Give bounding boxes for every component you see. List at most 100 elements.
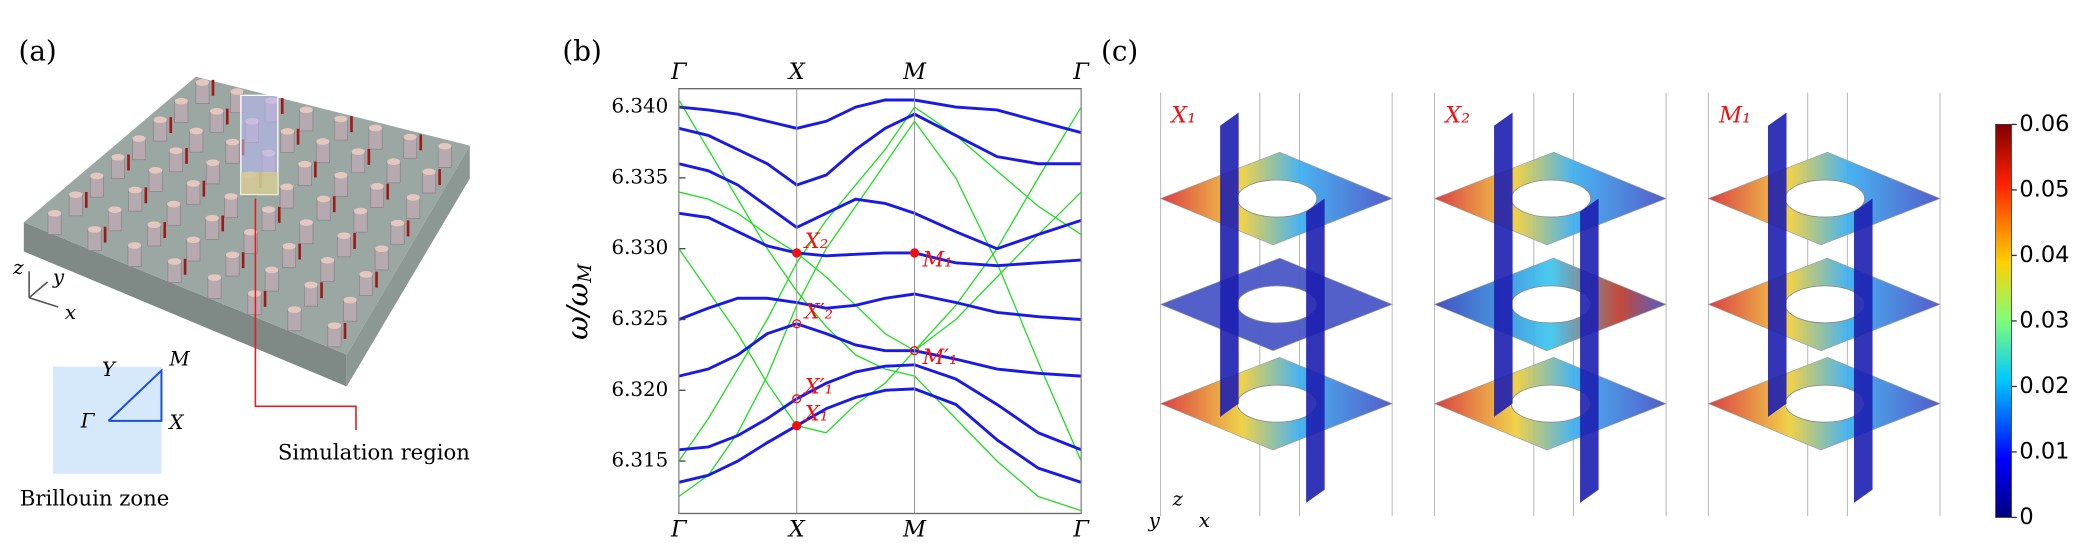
pillar-top bbox=[243, 228, 258, 236]
y-label-sub: M bbox=[575, 263, 596, 284]
mode-label: X₂ bbox=[803, 228, 829, 253]
x-tick-label: Γ bbox=[670, 59, 688, 85]
pillar-top bbox=[262, 206, 276, 213]
pillar-top bbox=[207, 274, 222, 281]
pillar-top bbox=[438, 142, 452, 150]
pillar-top bbox=[230, 88, 244, 95]
pillar-top bbox=[353, 207, 368, 215]
mode-point bbox=[792, 319, 802, 329]
x-tick-label: Γ bbox=[1072, 517, 1090, 543]
field-label: X₂ bbox=[1443, 102, 1470, 128]
pillar-top bbox=[304, 281, 318, 289]
pillar-top bbox=[186, 180, 200, 187]
y-tick-label: 6.320 bbox=[611, 378, 668, 401]
panel-c: X₁ X₂ M₁ yzx 0 0.01 0.02 0.03 0.04 0.05 0.06 bbox=[1148, 92, 2069, 532]
y-label-main: ω/ω bbox=[561, 283, 595, 340]
mode-label: M′₁ bbox=[921, 344, 957, 369]
colorbar-label: 0 bbox=[2019, 504, 2033, 530]
pillar-top bbox=[111, 153, 125, 161]
band-line bbox=[678, 120, 1082, 498]
field-slab bbox=[1767, 112, 1787, 417]
pillar-top bbox=[351, 148, 365, 155]
pillar-top bbox=[205, 214, 219, 222]
field-slab bbox=[1220, 112, 1239, 417]
pillar-top bbox=[225, 251, 240, 259]
band-line bbox=[678, 292, 1082, 321]
pillar-top bbox=[282, 242, 296, 250]
pillar-top bbox=[320, 257, 335, 264]
field-hole bbox=[1510, 285, 1592, 324]
field-hole bbox=[1784, 285, 1865, 324]
bz-point: M bbox=[168, 347, 190, 370]
mode-label: X₁ bbox=[803, 401, 829, 426]
band-line bbox=[678, 112, 1082, 187]
panel-b: ω/ωM 6.3156.3206.3256.3306.3356.340ΓΓXXM… bbox=[561, 59, 1091, 543]
field-slab bbox=[1580, 198, 1599, 503]
y-tick-label: 6.335 bbox=[611, 165, 668, 188]
caption: Simulation region bbox=[278, 439, 470, 464]
pillar-top bbox=[132, 135, 146, 142]
callout-line bbox=[254, 198, 357, 431]
panel-label: (a) bbox=[19, 34, 57, 67]
y-label: ω/ωM bbox=[561, 263, 597, 340]
pillar-top bbox=[147, 221, 161, 229]
mode-label: X′₁ bbox=[803, 374, 833, 399]
pillar-top bbox=[169, 147, 183, 154]
pillar-top bbox=[280, 128, 295, 135]
axis-letter: y bbox=[1148, 509, 1161, 532]
colorbar-label: 0.06 bbox=[2019, 111, 2069, 137]
y-tick-label: 6.340 bbox=[611, 95, 668, 118]
pillar-top bbox=[167, 258, 182, 265]
field-hole bbox=[1236, 384, 1318, 423]
band-line bbox=[678, 322, 1082, 378]
field-hole bbox=[1236, 179, 1318, 218]
x-tick-label: Γ bbox=[670, 517, 688, 543]
pillar-top bbox=[128, 186, 142, 194]
panel-label: (b) bbox=[562, 34, 601, 67]
band-line bbox=[678, 106, 1082, 462]
pillar-top bbox=[287, 306, 302, 313]
mode-label: X′₂ bbox=[803, 299, 833, 324]
axis-letter: x bbox=[1199, 509, 1210, 532]
pillar-top bbox=[224, 193, 238, 200]
pillar-top bbox=[186, 236, 200, 244]
band-line bbox=[678, 363, 1082, 452]
pillar-top bbox=[225, 138, 240, 146]
pillar-top bbox=[343, 296, 357, 304]
field-hole bbox=[1236, 285, 1318, 324]
band-line bbox=[678, 211, 1082, 268]
band-line bbox=[678, 99, 1082, 512]
pillar-top bbox=[337, 232, 351, 239]
mode-point bbox=[909, 248, 920, 258]
pillar-top bbox=[299, 106, 313, 114]
axes-triad bbox=[28, 271, 59, 308]
band-line bbox=[678, 191, 1082, 352]
field-hole bbox=[1784, 179, 1865, 218]
pillar-top bbox=[406, 194, 420, 201]
pillar-top bbox=[153, 116, 167, 124]
pillar-top bbox=[370, 183, 384, 190]
colorbar bbox=[1995, 124, 2012, 518]
field-hole bbox=[1784, 384, 1865, 423]
pillar-top bbox=[316, 138, 330, 145]
axis-letter: z bbox=[1171, 488, 1183, 511]
colorbar-label: 0.01 bbox=[2019, 438, 2069, 464]
x-tick-label: M bbox=[902, 517, 927, 543]
mode-point bbox=[909, 346, 920, 356]
field-slab bbox=[1494, 112, 1513, 417]
pillar-top bbox=[148, 167, 163, 174]
panel-a: Simulation region z y x Y M Γ X Brilloui… bbox=[12, 76, 470, 511]
field-hole bbox=[1510, 384, 1592, 423]
bz-point: X bbox=[167, 411, 184, 434]
slab-face bbox=[23, 222, 347, 387]
band-line bbox=[678, 387, 1082, 484]
mode-point bbox=[792, 248, 802, 258]
pillar-top bbox=[90, 172, 104, 180]
slab-face bbox=[346, 145, 470, 387]
pillar-top bbox=[317, 195, 331, 203]
pillar-top bbox=[195, 79, 210, 86]
pillar-top bbox=[390, 219, 405, 227]
pillar-top bbox=[299, 219, 313, 226]
y-tick-label: 6.330 bbox=[611, 236, 668, 259]
